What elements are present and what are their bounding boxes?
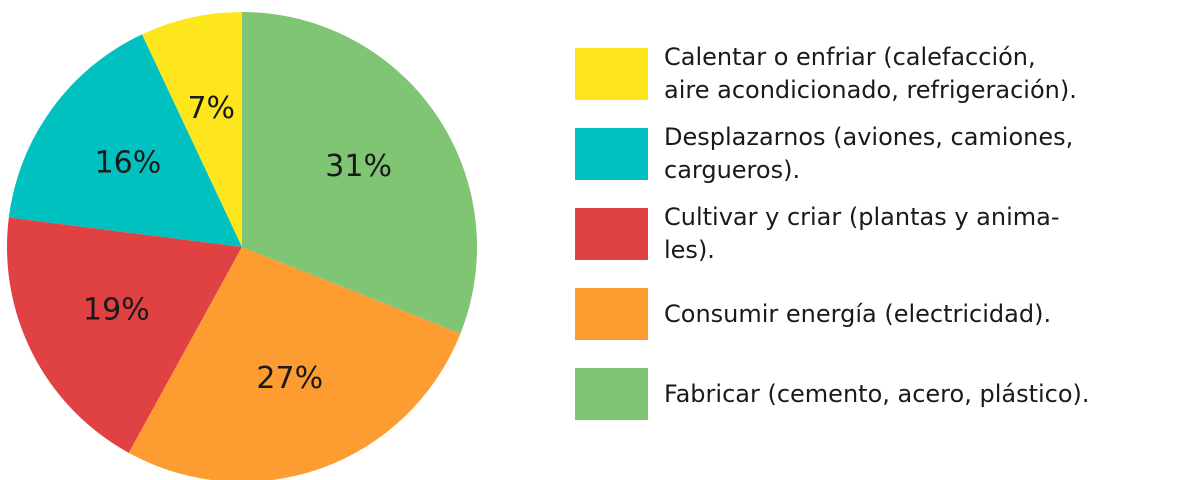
pie-slice bbox=[8, 34, 243, 247]
pie: 7% 16% 19% 27% 31% bbox=[6, 12, 477, 480]
legend-label: Desplazarnos (aviones, camiones, carguer… bbox=[664, 123, 1074, 184]
legend-swatch bbox=[575, 48, 648, 100]
slice-label: 19% bbox=[83, 293, 150, 328]
legend-label: Fabricar (cemento, acero, plástico). bbox=[664, 379, 1090, 408]
legend-swatch bbox=[575, 128, 648, 180]
legend-label: Calentar o enfriar (calefacción, aire ac… bbox=[664, 43, 1077, 104]
legend-label: Consumir energía (electricidad). bbox=[664, 299, 1052, 328]
slice-label: 31% bbox=[325, 149, 392, 184]
slice-label: 27% bbox=[256, 361, 323, 396]
slice-label: 16% bbox=[95, 146, 162, 181]
legend-item: Calentar o enfriar (calefacción, aire ac… bbox=[575, 34, 1190, 114]
pie-slice bbox=[242, 12, 477, 334]
legend-item: Desplazarnos (aviones, camiones, carguer… bbox=[575, 114, 1190, 194]
legend-label: Cultivar y criar (plantas y anima- les). bbox=[664, 203, 1060, 264]
legend-item: Fabricar (cemento, acero, plástico). bbox=[575, 354, 1190, 434]
legend-item: Consumir energía (electricidad). bbox=[575, 274, 1190, 354]
legend-item: Cultivar y criar (plantas y anima- les). bbox=[575, 194, 1190, 274]
pie-slice bbox=[141, 12, 242, 247]
legend: Calentar o enfriar (calefacción, aire ac… bbox=[575, 34, 1190, 434]
pie-slice bbox=[6, 217, 242, 453]
pie-slice bbox=[128, 247, 461, 480]
slice-label: 7% bbox=[187, 91, 235, 126]
legend-swatch bbox=[575, 368, 648, 420]
legend-swatch bbox=[575, 288, 648, 340]
legend-swatch bbox=[575, 208, 648, 260]
